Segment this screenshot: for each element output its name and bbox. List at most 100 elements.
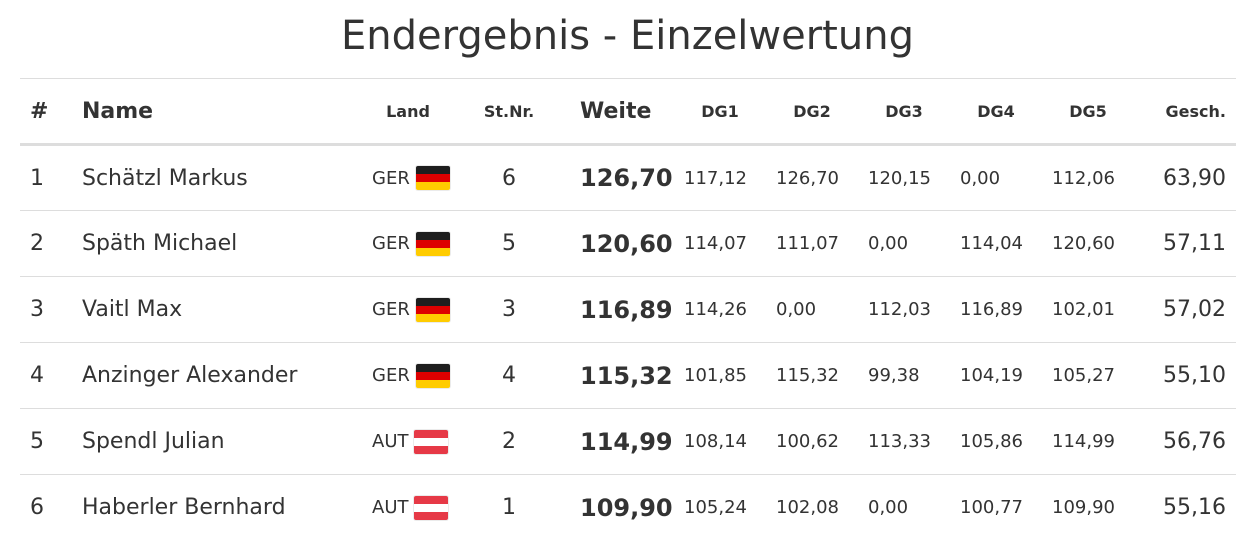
gesch-cell: 63,90 — [1163, 165, 1226, 191]
germany-flag-icon — [415, 231, 450, 256]
table-row: 5 Spendl Julian AUT 2 114,99 108,14 100,… — [20, 409, 1236, 475]
rank-cell: 3 — [30, 297, 44, 322]
dg2-cell: 102,08 — [776, 497, 839, 519]
name-cell: Späth Michael — [82, 231, 238, 256]
weite-cell: 109,90 — [580, 493, 673, 522]
land-cell: GER — [362, 211, 454, 277]
dg2-cell: 126,70 — [776, 167, 839, 189]
column-header-dg3[interactable]: DG3 — [858, 78, 950, 146]
rank-cell: 2 — [30, 231, 44, 256]
dg4-cell: 104,19 — [960, 365, 1023, 386]
land-cell: AUT — [362, 475, 454, 541]
table-body: 1 Schätzl Markus GER 6 126,70 117,12 126… — [20, 145, 1236, 541]
dg3-cell: 0,00 — [868, 233, 909, 254]
dg3-cell: 112,03 — [868, 299, 931, 320]
gesch-cell: 56,76 — [1163, 429, 1226, 454]
country-code: AUT — [372, 497, 409, 519]
germany-flag-icon — [415, 166, 450, 190]
austria-flag-icon — [414, 495, 449, 520]
table-row: 6 Haberler Bernhard AUT 1 109,90 105,24 … — [20, 475, 1236, 541]
land-cell: AUT — [362, 409, 454, 475]
start-number-cell: 5 — [502, 231, 516, 256]
dg4-cell: 114,04 — [960, 233, 1023, 254]
dg5-cell: 109,90 — [1052, 497, 1115, 519]
weite-cell: 114,99 — [580, 427, 673, 456]
start-number-cell: 2 — [502, 429, 516, 454]
dg5-cell: 112,06 — [1052, 167, 1115, 189]
dg5-cell: 102,01 — [1052, 299, 1115, 320]
dg1-cell: 117,12 — [684, 167, 747, 189]
dg1-cell: 108,14 — [684, 431, 747, 452]
weite-cell: 115,32 — [580, 361, 673, 390]
country-code: GER — [372, 299, 410, 320]
dg1-cell: 114,07 — [684, 233, 747, 254]
name-cell: Anzinger Alexander — [82, 363, 298, 388]
germany-flag-icon — [415, 297, 450, 322]
country-code: GER — [372, 233, 410, 254]
dg2-cell: 100,62 — [776, 431, 839, 452]
dg1-cell: 114,26 — [684, 299, 747, 320]
name-cell: Vaitl Max — [82, 297, 183, 322]
name-cell: Haberler Bernhard — [82, 495, 286, 521]
weite-cell: 120,60 — [580, 229, 673, 258]
dg2-cell: 111,07 — [776, 233, 839, 254]
results-table: # Name Land St.Nr. Weite DG1 DG2 DG3 DG4… — [20, 78, 1236, 541]
dg5-cell: 105,27 — [1052, 365, 1115, 386]
start-number-cell: 6 — [502, 165, 516, 191]
rank-cell: 5 — [30, 429, 44, 454]
dg4-cell: 0,00 — [960, 167, 1001, 189]
page-title: Endergebnis - Einzelwertung — [341, 13, 914, 59]
start-number-cell: 3 — [502, 297, 516, 322]
dg3-cell: 120,15 — [868, 167, 931, 189]
germany-flag-icon — [415, 363, 450, 388]
column-header-gesch[interactable]: Gesch. — [1134, 78, 1236, 146]
gesch-cell: 55,16 — [1163, 495, 1226, 521]
gesch-cell: 57,11 — [1163, 231, 1226, 256]
gesch-cell: 55,10 — [1163, 363, 1226, 388]
column-header-name[interactable]: Name — [72, 78, 362, 146]
dg2-cell: 115,32 — [776, 365, 839, 386]
country-code: GER — [372, 365, 410, 386]
land-cell: GER — [362, 277, 454, 343]
weite-cell: 116,89 — [580, 295, 673, 324]
austria-flag-icon — [414, 429, 449, 454]
weite-cell: 126,70 — [580, 164, 673, 192]
column-header-dg2[interactable]: DG2 — [766, 78, 858, 146]
dg3-cell: 99,38 — [868, 365, 920, 386]
start-number-cell: 1 — [502, 495, 516, 521]
dg4-cell: 116,89 — [960, 299, 1023, 320]
dg2-cell: 0,00 — [776, 299, 817, 320]
country-code: AUT — [372, 431, 409, 452]
land-cell: GER — [362, 343, 454, 409]
dg1-cell: 105,24 — [684, 497, 747, 519]
land-cell: GER — [362, 145, 454, 211]
dg5-cell: 120,60 — [1052, 233, 1115, 254]
start-number-cell: 4 — [502, 363, 516, 388]
column-header-dg4[interactable]: DG4 — [950, 78, 1042, 146]
column-header-dg5[interactable]: DG5 — [1042, 78, 1134, 146]
dg5-cell: 114,99 — [1052, 431, 1115, 452]
dg3-cell: 0,00 — [868, 497, 909, 519]
table-row: 4 Anzinger Alexander GER 4 115,32 101,85… — [20, 343, 1236, 409]
dg4-cell: 105,86 — [960, 431, 1023, 452]
dg1-cell: 101,85 — [684, 365, 747, 386]
table-header: # Name Land St.Nr. Weite DG1 DG2 DG3 DG4… — [20, 78, 1236, 146]
rank-cell: 6 — [30, 495, 44, 521]
table-row: 3 Vaitl Max GER 3 116,89 114,26 0,00 112… — [20, 277, 1236, 343]
rank-cell: 1 — [30, 165, 44, 191]
name-cell: Schätzl Markus — [82, 165, 248, 191]
name-cell: Spendl Julian — [82, 429, 225, 454]
country-code: GER — [372, 167, 410, 189]
gesch-cell: 57,02 — [1163, 297, 1226, 322]
column-header-land[interactable]: Land — [362, 78, 454, 146]
column-header-dg1[interactable]: DG1 — [674, 78, 766, 146]
table-row: 2 Späth Michael GER 5 120,60 114,07 111,… — [20, 211, 1236, 277]
column-header-weite[interactable]: Weite — [564, 78, 674, 146]
table-row: 1 Schätzl Markus GER 6 126,70 117,12 126… — [20, 145, 1236, 211]
dg4-cell: 100,77 — [960, 497, 1023, 519]
column-header-stnr[interactable]: St.Nr. — [454, 78, 564, 146]
rank-cell: 4 — [30, 363, 44, 388]
header-row: # Name Land St.Nr. Weite DG1 DG2 DG3 DG4… — [20, 78, 1236, 146]
column-header-rank[interactable]: # — [20, 78, 72, 146]
dg3-cell: 113,33 — [868, 431, 931, 452]
